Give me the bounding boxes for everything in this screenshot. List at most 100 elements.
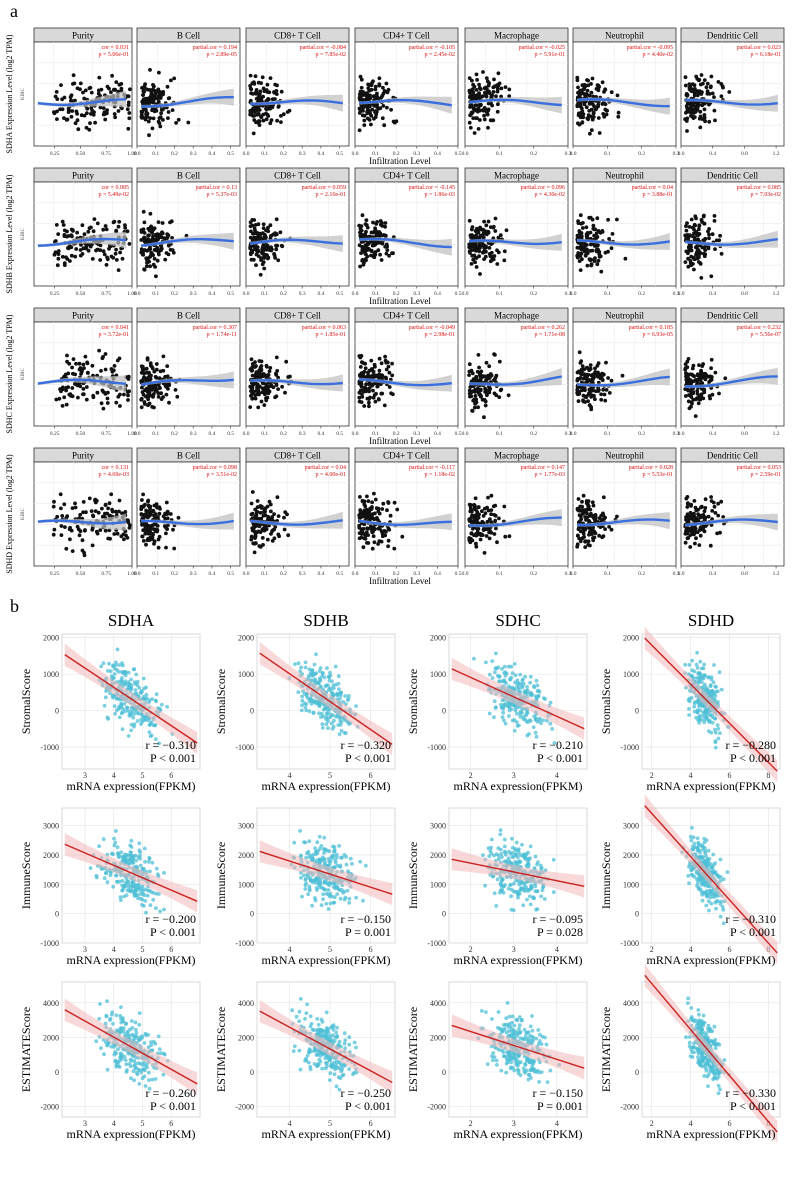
data-point <box>709 495 713 499</box>
data-point <box>713 511 718 515</box>
data-point <box>311 711 316 715</box>
data-point <box>64 388 68 393</box>
data-point <box>252 550 257 555</box>
data-point <box>315 681 319 686</box>
data-point <box>683 367 688 372</box>
data-point <box>370 546 375 551</box>
data-point <box>591 115 596 119</box>
data-point <box>577 259 582 263</box>
x-tick-label: 0.0 <box>570 571 577 577</box>
data-point <box>61 223 66 227</box>
data-point <box>469 112 474 116</box>
data-point <box>156 94 161 98</box>
data-point <box>268 121 273 126</box>
data-point <box>259 256 263 260</box>
data-point <box>373 230 378 235</box>
data-point <box>576 95 580 100</box>
data-point <box>250 526 255 531</box>
data-point <box>484 94 489 99</box>
facet-strip-label: Purity <box>72 31 95 41</box>
data-point <box>62 502 67 507</box>
data-point <box>369 114 374 118</box>
facet-strip-label: B Cell <box>177 311 201 321</box>
data-point <box>146 499 150 504</box>
data-point <box>260 390 265 395</box>
data-point <box>148 506 152 511</box>
x-tick-label: 0.1 <box>152 431 159 437</box>
data-point <box>276 258 281 263</box>
data-point <box>692 108 697 113</box>
data-point <box>361 545 366 550</box>
data-point <box>273 90 278 94</box>
facet-strip-label: Neutrophil <box>605 311 644 321</box>
data-point <box>687 225 692 229</box>
data-point <box>267 105 272 110</box>
data-point <box>129 677 134 682</box>
data-point <box>141 539 146 543</box>
data-point <box>70 549 75 553</box>
data-point <box>491 225 496 230</box>
data-point <box>381 104 386 108</box>
data-point <box>52 499 56 504</box>
data-point <box>380 534 385 539</box>
facet-strip-label: Purity <box>72 171 95 181</box>
data-point <box>584 92 589 96</box>
x-tick-label: 0.75 <box>101 151 111 157</box>
data-point <box>489 512 493 517</box>
data-point <box>690 366 695 371</box>
data-point <box>702 238 707 242</box>
data-point <box>716 80 721 84</box>
x-tick-label: 0.25 <box>50 151 60 157</box>
data-point <box>81 362 86 367</box>
data-point <box>148 68 152 72</box>
data-point <box>702 78 707 82</box>
data-point <box>111 695 115 700</box>
data-point <box>127 111 132 115</box>
data-point <box>275 369 280 373</box>
data-point <box>123 223 127 228</box>
data-point <box>303 660 308 665</box>
data-point <box>602 114 607 119</box>
x-tick-label: 0.0 <box>352 431 359 437</box>
data-point <box>478 537 483 542</box>
data-point <box>62 374 67 379</box>
data-point <box>690 401 694 406</box>
data-point <box>150 126 155 131</box>
data-point <box>710 232 715 237</box>
data-point <box>482 219 486 224</box>
y-axis-title: StromalScore <box>214 669 228 734</box>
x-tick-label: 0.0 <box>462 291 469 297</box>
data-point <box>698 109 703 114</box>
data-point <box>160 221 165 225</box>
data-point <box>473 229 478 233</box>
data-point <box>587 387 592 392</box>
data-point <box>602 392 607 397</box>
data-point <box>293 662 297 666</box>
data-point <box>336 681 341 686</box>
data-point <box>142 367 147 372</box>
p-value-annotation: p = 1.86e-03 <box>424 192 455 198</box>
data-point <box>261 86 266 91</box>
data-point <box>493 216 498 221</box>
x-tick-label: 0.0 <box>352 571 359 577</box>
data-point <box>692 499 697 503</box>
data-point <box>279 120 283 124</box>
data-point <box>145 509 150 514</box>
data-point <box>390 361 394 366</box>
data-point <box>166 252 171 257</box>
confidence-band <box>37 90 127 108</box>
data-point <box>103 528 108 533</box>
x-tick-label: 0.4 <box>317 291 324 297</box>
data-point <box>97 75 102 80</box>
data-point <box>578 268 583 272</box>
smooth-line <box>140 238 234 247</box>
data-point <box>479 375 483 380</box>
data-point <box>276 514 281 518</box>
data-point <box>156 537 161 542</box>
data-point <box>364 218 369 223</box>
data-point <box>254 510 259 515</box>
x-tick-label: 0.2 <box>530 291 537 297</box>
data-point <box>327 688 331 692</box>
data-point <box>507 87 512 92</box>
